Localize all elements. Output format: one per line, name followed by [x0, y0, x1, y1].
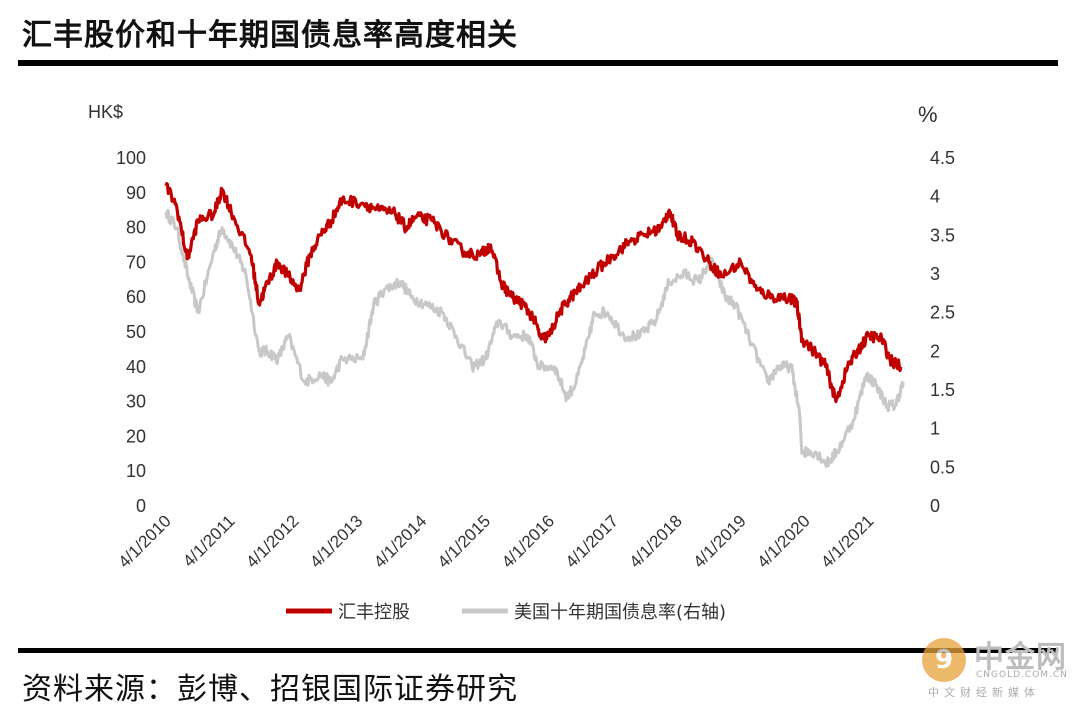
right-tick-label: 1.5: [930, 380, 955, 400]
x-tick-label: 4/1/2016: [498, 511, 558, 571]
x-tick-label: 4/1/2014: [370, 511, 430, 571]
watermark-url: CNGOLD.COM.CN: [976, 670, 1068, 680]
legend-label: 美国十年期国债息率(右轴): [514, 602, 726, 623]
series-line-us10y: [164, 209, 905, 468]
left-axis-unit: HK$: [88, 102, 123, 122]
right-tick-label: 2.5: [930, 303, 955, 323]
page-title: 汇丰股价和十年期国债息率高度相关: [22, 18, 518, 53]
bottom-rule: [18, 648, 1058, 653]
x-tick-label: 4/1/2013: [306, 511, 366, 571]
watermark-tagline: 中文财经新媒体: [928, 686, 1040, 699]
series-line-hsbc: [164, 182, 903, 404]
right-tick-label: 3.5: [930, 225, 955, 245]
x-tick-label: 4/1/2018: [626, 511, 686, 571]
x-tick-label: 4/1/2017: [562, 511, 622, 571]
left-tick-label: 10: [126, 461, 146, 481]
x-tick-label: 4/1/2012: [242, 511, 302, 571]
left-tick-label: 40: [126, 357, 146, 377]
left-tick-label: 90: [126, 183, 146, 203]
left-tick-label: 30: [126, 392, 146, 412]
right-tick-label: 1: [930, 419, 940, 439]
right-tick-label: 4.5: [930, 148, 955, 168]
watermark-name: 中金网: [974, 640, 1067, 675]
watermark-emblem-icon: 9: [922, 638, 966, 682]
x-tick-label: 4/1/2020: [753, 511, 813, 571]
x-tick-label: 4/1/2011: [179, 511, 238, 570]
x-tick-label: 4/1/2010: [115, 511, 175, 571]
right-tick-label: 0: [930, 496, 940, 516]
x-tick-label: 4/1/2021: [817, 511, 877, 571]
legend-label: 汇丰控股: [338, 602, 410, 623]
right-tick-label: 0.5: [930, 457, 955, 477]
right-tick-label: 4: [930, 187, 940, 207]
left-tick-label: 100: [116, 148, 146, 168]
source-note: 资料来源：彭博、招银国际证券研究: [22, 672, 518, 707]
left-tick-label: 50: [126, 322, 146, 342]
left-tick-label: 80: [126, 218, 146, 238]
right-axis-unit: %: [918, 102, 938, 127]
left-tick-label: 20: [126, 426, 146, 446]
left-tick-label: 60: [126, 287, 146, 307]
left-tick-label: 70: [126, 252, 146, 272]
watermark-logo: 9 中金网 CNGOLD.COM.CN 中文财经新媒体: [918, 632, 1078, 702]
left-tick-label: 0: [136, 496, 146, 516]
x-tick-label: 4/1/2019: [689, 511, 749, 571]
x-tick-label: 4/1/2015: [434, 511, 494, 571]
right-tick-label: 3: [930, 264, 940, 284]
right-tick-label: 2: [930, 341, 940, 361]
top-rule: [18, 60, 1058, 66]
